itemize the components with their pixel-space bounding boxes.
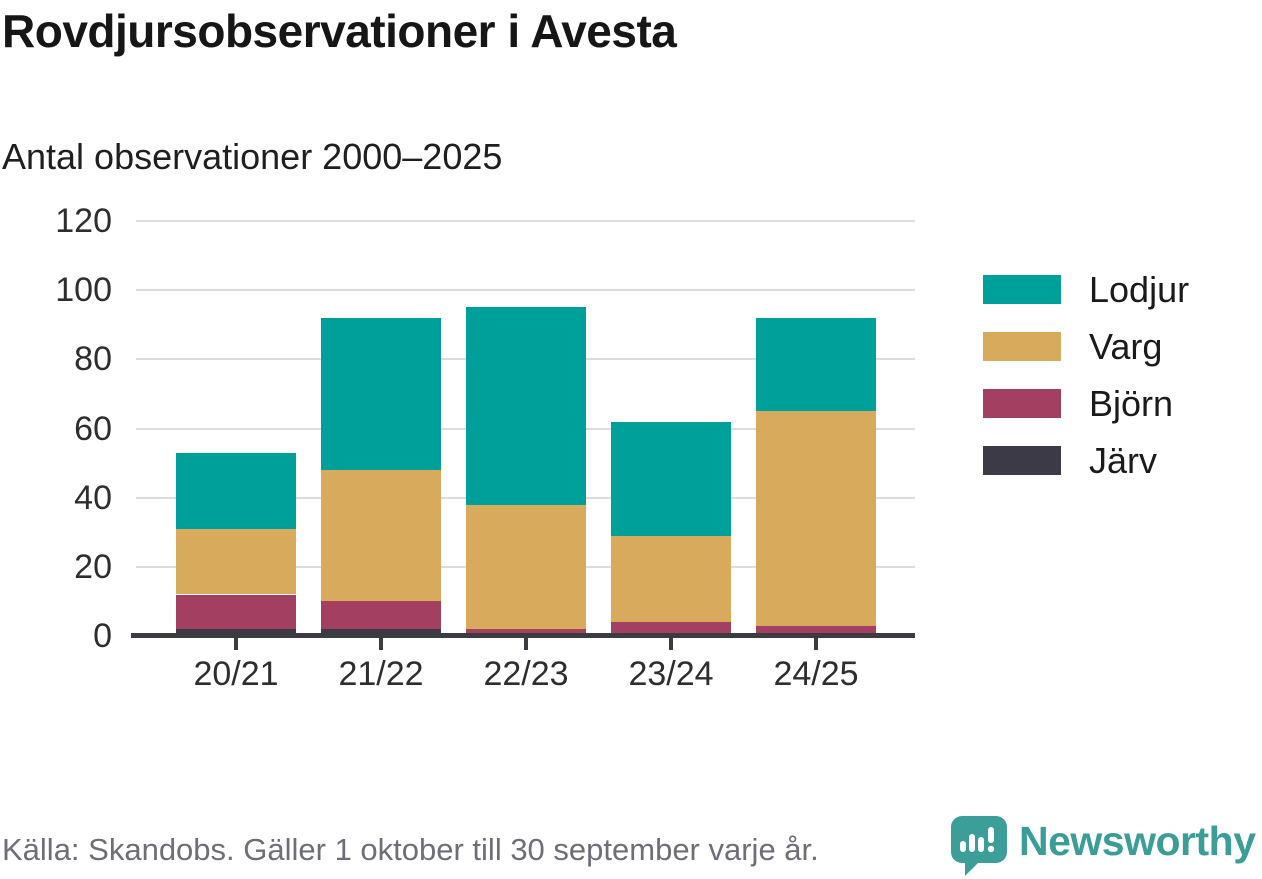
legend-label-lodjur: Lodjur [1089, 268, 1190, 310]
bar-segment-lodjur-22-23 [466, 307, 586, 505]
bar-segment-järv-20-21 [176, 629, 296, 636]
chart-legend: Lodjur Varg Björn Järv [983, 261, 1189, 489]
newsworthy-logo: Newsworthy [951, 816, 1256, 876]
bar-segment-varg-21-22 [321, 470, 441, 602]
legend-item-varg: Varg [983, 318, 1189, 375]
x-tick-21-22 [379, 638, 383, 650]
chart-title: Rovdjursobservationer i Avesta [2, 5, 677, 57]
bar-segment-björn-24-25 [756, 625, 876, 636]
x-tick-label-20-21: 20/21 [193, 655, 279, 693]
y-tick-label-120: 120 [55, 202, 112, 240]
y-tick-label-40: 40 [74, 478, 112, 517]
newsworthy-chart-bubble-icon [951, 816, 1007, 876]
bar-segment-varg-24-25 [756, 411, 876, 626]
x-tick-24-25 [814, 638, 818, 650]
legend-item-järv: Järv [983, 432, 1189, 489]
chart-subtitle: Antal observationer 2000–2025 [2, 136, 503, 177]
legend-item-björn: Björn [983, 375, 1189, 432]
x-axis-line [131, 633, 915, 638]
bar-segment-lodjur-21-22 [321, 317, 441, 470]
legend-label-järv: Järv [1089, 439, 1158, 481]
legend-item-lodjur: Lodjur [983, 261, 1189, 318]
x-tick-label-24-25: 24/25 [773, 655, 859, 693]
bar-segment-björn-20-21 [176, 594, 296, 630]
legend-swatch-lodjur [983, 275, 1061, 304]
bar-segment-björn-21-22 [321, 601, 441, 630]
y-tick-label-60: 60 [74, 409, 112, 448]
bar-segment-varg-20-21 [176, 528, 296, 595]
legend-label-varg: Varg [1089, 325, 1163, 367]
x-tick-23-24 [669, 638, 673, 650]
gridline-100 [136, 289, 915, 292]
x-tick-label-22-23: 22/23 [483, 655, 569, 693]
y-tick-label-0: 0 [93, 617, 112, 655]
bar-segment-lodjur-20-21 [176, 452, 296, 529]
x-tick-label-21-22: 21/22 [338, 655, 424, 693]
y-tick-label-20: 20 [74, 547, 112, 586]
legend-swatch-järv [983, 446, 1061, 475]
x-tick-20-21 [234, 638, 238, 650]
gridline-120 [136, 220, 915, 222]
bar-segment-varg-22-23 [466, 504, 586, 630]
bar-segment-lodjur-24-25 [756, 317, 876, 412]
legend-label-björn: Björn [1089, 382, 1174, 424]
bar-segment-lodjur-23-24 [611, 421, 731, 536]
y-tick-label-100: 100 [55, 271, 112, 310]
legend-swatch-björn [983, 389, 1061, 418]
x-tick-22-23 [524, 638, 528, 650]
brand-name: Newsworthy [1019, 818, 1256, 864]
bar-segment-björn-22-23 [466, 629, 586, 636]
bar-segment-varg-23-24 [611, 535, 731, 623]
y-tick-label-80: 80 [74, 340, 112, 379]
x-tick-label-23-24: 23/24 [628, 655, 714, 693]
source-note: Källa: Skandobs. Gäller 1 oktober till 3… [2, 832, 819, 867]
bar-segment-björn-23-24 [611, 622, 731, 636]
bar-segment-järv-21-22 [321, 629, 441, 636]
legend-swatch-varg [983, 332, 1061, 361]
